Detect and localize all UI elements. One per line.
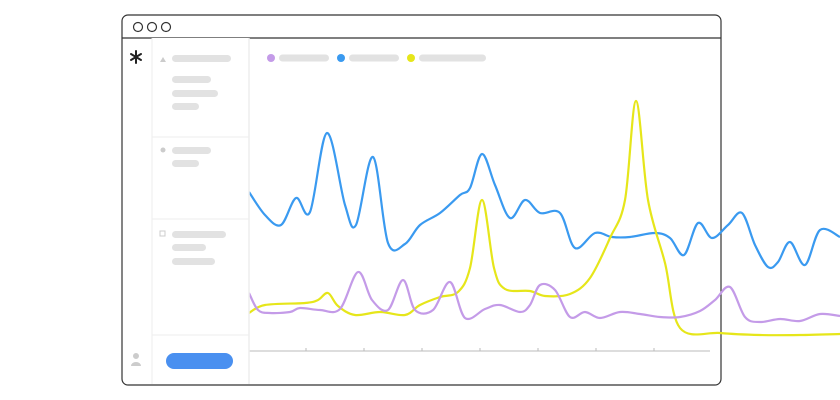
placeholder (172, 147, 211, 154)
legend-marker (337, 54, 345, 62)
window-button[interactable] (146, 21, 158, 33)
window-button[interactable] (160, 21, 172, 33)
plot-area (248, 99, 840, 352)
logo-icon[interactable] (130, 50, 142, 64)
placeholder (172, 160, 199, 167)
placeholder (172, 55, 231, 62)
section-icon (160, 57, 166, 62)
placeholder (172, 231, 226, 238)
section-icon (160, 147, 166, 153)
line-series (248, 270, 840, 324)
button[interactable] (166, 353, 233, 369)
legend-marker (407, 54, 415, 62)
placeholder (279, 54, 329, 62)
placeholder (172, 90, 218, 97)
placeholder (172, 258, 215, 265)
legend-marker (267, 54, 275, 62)
placeholder (419, 54, 486, 62)
sidebar (152, 38, 249, 384)
placeholder (349, 54, 399, 62)
line-series (248, 131, 840, 270)
placeholder (172, 76, 211, 83)
section-icon (159, 230, 166, 237)
legend (267, 54, 486, 62)
line-series (248, 99, 840, 337)
placeholder (172, 244, 206, 251)
window-button[interactable] (132, 21, 144, 33)
placeholder (172, 103, 199, 110)
user-icon[interactable] (131, 353, 141, 366)
